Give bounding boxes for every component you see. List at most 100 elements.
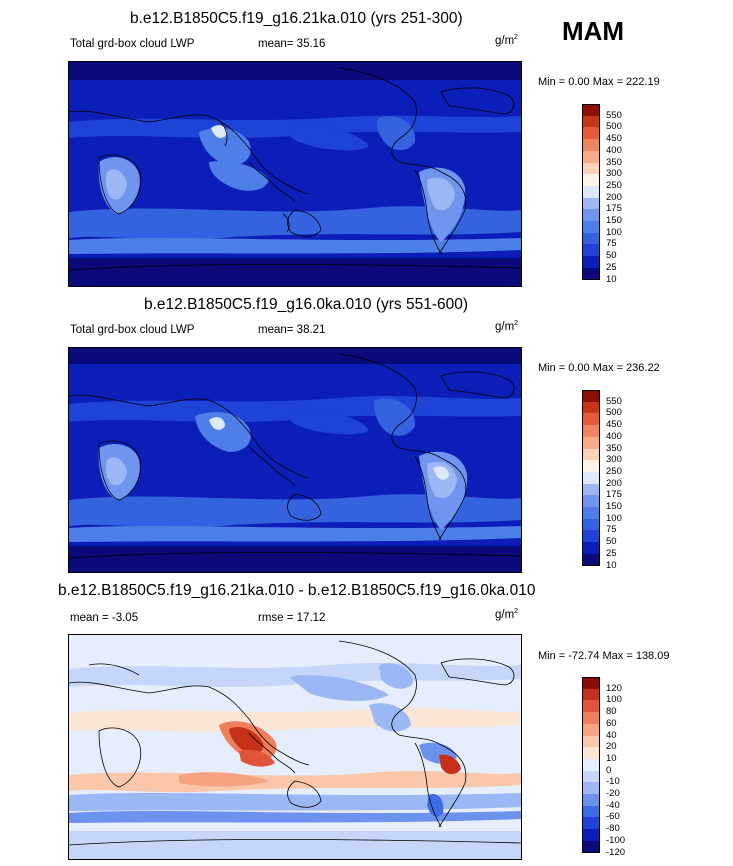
- colorbar-swatch: [582, 104, 600, 117]
- panel-2-coastlines: [69, 353, 521, 559]
- colorbar-swatch: [582, 723, 600, 736]
- colorbar-swatch: [582, 735, 600, 748]
- colorbar-swatch: [582, 390, 600, 403]
- panel-1-map-field: [69, 62, 521, 286]
- colorbar-swatch: [582, 471, 600, 485]
- colorbar-swatch: [582, 460, 600, 473]
- colorbar-swatch: [582, 794, 600, 807]
- colorbar-swatch: [582, 150, 600, 163]
- colorbar-swatch: [582, 840, 600, 853]
- colorbar-label: 200: [606, 191, 622, 203]
- colorbar-swatch: [582, 425, 600, 438]
- panel-1-units: g/m2: [495, 34, 519, 47]
- colorbar-label: 300: [606, 454, 622, 466]
- colorbar-swatch: [582, 495, 600, 508]
- colorbar-swatch: [582, 829, 600, 842]
- colorbar-label: 500: [606, 407, 622, 419]
- panel-2-mean-label: mean= 38.21: [258, 324, 326, 336]
- colorbar-label: 250: [606, 179, 622, 191]
- colorbar-label: -80: [606, 823, 620, 835]
- colorbar-label: 350: [606, 442, 622, 454]
- panel-2-units: g/m2: [495, 320, 519, 333]
- colorbar-swatch: [582, 244, 600, 257]
- panel-3-units: g/m2: [495, 608, 519, 621]
- panel-3-map: [68, 634, 522, 860]
- colorbar-swatch: [582, 185, 600, 199]
- panel-3-mean-label: mean = -3.05: [70, 612, 139, 624]
- panel-2-map: [68, 347, 522, 573]
- panel-3-coastlines: [69, 640, 521, 846]
- panel-1-minmax: Min = 0.00 Max = 222.19: [538, 76, 660, 88]
- colorbar-swatch: [582, 688, 600, 701]
- colorbar-swatch: [582, 448, 600, 461]
- colorbar-swatch: [582, 209, 600, 222]
- colorbar-label: 10: [606, 752, 617, 764]
- colorbar-swatch: [582, 197, 600, 210]
- colorbar-label: 350: [606, 156, 622, 168]
- colorbar-label: 80: [606, 706, 617, 718]
- colorbar-label: 400: [606, 430, 622, 442]
- colorbar-swatch: [582, 436, 600, 449]
- colorbar-label: -120: [606, 846, 626, 858]
- colorbar-swatch: [582, 401, 600, 414]
- colorbar-swatch: [582, 700, 600, 713]
- colorbar-label: 50: [606, 250, 617, 262]
- colorbar-label: -20: [606, 788, 620, 799]
- colorbar-label: 100: [606, 512, 622, 524]
- colorbar-label: 450: [606, 419, 622, 431]
- colorbar-label: 150: [606, 501, 622, 512]
- colorbar-label: 50: [606, 536, 617, 548]
- colorbar-swatch: [582, 139, 600, 152]
- panel-2-minmax: Min = 0.00 Max = 236.22: [538, 362, 660, 374]
- colorbar-label: 150: [606, 215, 622, 226]
- colorbar-swatch: [582, 758, 600, 772]
- colorbar-label: 100: [606, 694, 622, 706]
- colorbar-label: 250: [606, 465, 622, 477]
- colorbar-label: 400: [606, 144, 622, 156]
- panel-3-rmse-label: rmse = 17.12: [258, 612, 326, 624]
- colorbar-swatch: [582, 770, 600, 783]
- panel-1-mean-label: mean= 35.16: [258, 38, 326, 50]
- panel-3-title: b.e12.B1850C5.f19_g16.21ka.010 - b.e12.B…: [58, 582, 536, 599]
- panel-2-title: b.e12.B1850C5.f19_g16.0ka.010 (yrs 551-6…: [144, 296, 469, 313]
- panel-1-variable-label: Total grd-box cloud LWP: [70, 38, 195, 50]
- colorbar-label: -40: [606, 799, 620, 811]
- colorbar-label: 0: [606, 764, 612, 776]
- colorbar-swatch: [582, 115, 600, 128]
- colorbar-swatch: [582, 221, 600, 234]
- colorbar-swatch: [582, 817, 600, 830]
- colorbar-label: 10: [606, 273, 617, 285]
- colorbar-label: 550: [606, 109, 622, 121]
- panel-2-map-field: [69, 348, 521, 572]
- colorbar-label: 500: [606, 121, 622, 133]
- colorbar-swatch: [582, 805, 600, 818]
- colorbar-label: 200: [606, 477, 622, 489]
- colorbar-label: 25: [606, 261, 617, 273]
- colorbar-swatch: [582, 747, 600, 760]
- colorbar-swatch: [582, 712, 600, 725]
- colorbar-label: 120: [606, 682, 622, 694]
- panel-1-title: b.e12.B1850C5.f19_g16.21ka.010 (yrs 251-…: [130, 10, 463, 27]
- colorbar-label: -10: [606, 776, 620, 788]
- colorbar-label: 175: [606, 203, 622, 215]
- panel-3-map-field: [69, 635, 521, 859]
- colorbar-label: 75: [606, 238, 617, 250]
- colorbar-swatch: [582, 530, 600, 543]
- colorbar-swatch: [582, 162, 600, 175]
- season-label: MAM: [562, 16, 625, 46]
- colorbar-swatch: [582, 256, 600, 269]
- colorbar-swatch: [582, 174, 600, 187]
- colorbar-label: -60: [606, 811, 620, 823]
- colorbar-swatch: [582, 782, 600, 795]
- colorbar-label: -100: [606, 834, 626, 846]
- colorbar-label: 300: [606, 168, 622, 180]
- colorbar-label: 175: [606, 489, 622, 501]
- panel-1-coastlines: [69, 67, 521, 271]
- colorbar-label: 550: [606, 395, 622, 407]
- colorbar-swatch: [582, 483, 600, 496]
- colorbar-label: 450: [606, 133, 622, 145]
- colorbar-swatch: [582, 232, 600, 245]
- colorbar-label: 100: [606, 226, 622, 238]
- colorbar-swatch: [582, 507, 600, 520]
- colorbar-swatch: [582, 518, 600, 531]
